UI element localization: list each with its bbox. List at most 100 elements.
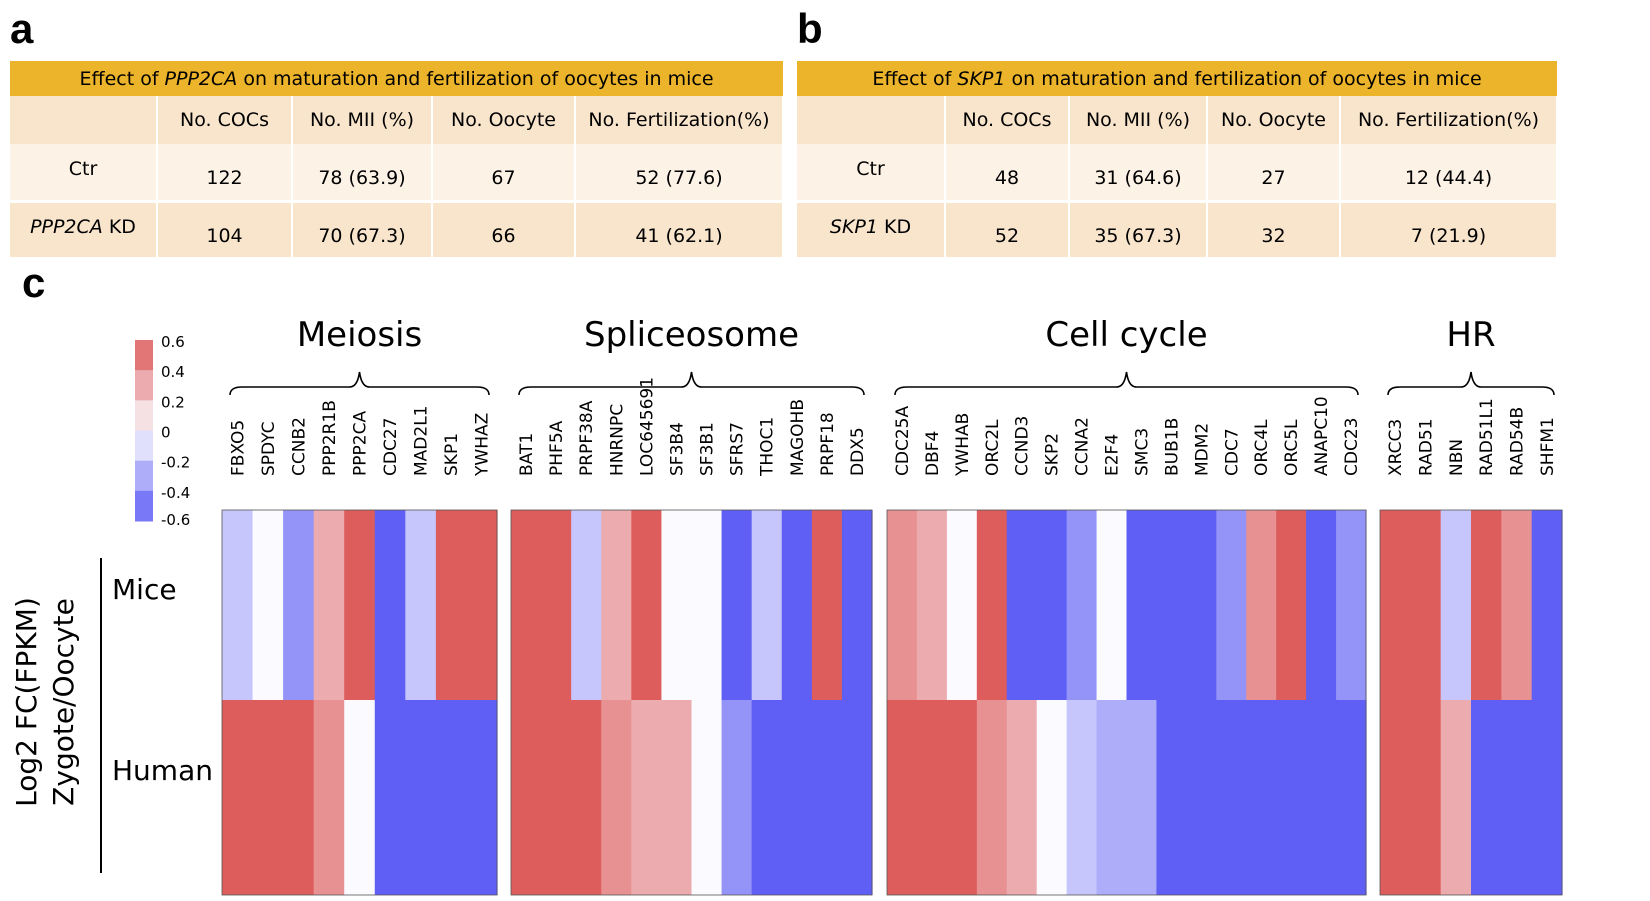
gene-label: CCNB2 bbox=[289, 417, 309, 476]
column-header: No. Oocyte bbox=[432, 96, 576, 144]
heatmap-cell-human bbox=[374, 700, 406, 895]
heatmap-cell-mice bbox=[1186, 510, 1217, 701]
heatmap-cell-mice bbox=[1440, 510, 1472, 701]
table-cell: 35 (67.3) bbox=[1069, 203, 1208, 257]
heatmap-cell-human bbox=[1246, 700, 1277, 895]
heatmap-cell-human bbox=[1471, 700, 1502, 895]
heatmap-cell-mice bbox=[1156, 510, 1187, 701]
heatmap-cell-human bbox=[313, 700, 345, 895]
heatmap-cell-mice bbox=[631, 510, 663, 701]
row-label: Ctr bbox=[10, 144, 158, 200]
heatmap-cell-human bbox=[541, 700, 572, 895]
column-header: No. MII (%) bbox=[292, 96, 433, 144]
heatmap-cell-mice bbox=[1096, 510, 1128, 701]
heatmap-cell-mice bbox=[1336, 510, 1367, 701]
column-header: No. Fertilization(%) bbox=[1340, 96, 1559, 144]
heatmap-cell-human bbox=[661, 700, 693, 895]
heatmap-cell-mice bbox=[661, 510, 693, 701]
heatmap-cell-human bbox=[222, 700, 254, 895]
group-title: HR bbox=[1446, 315, 1495, 355]
heatmap-cell-mice bbox=[1006, 510, 1038, 701]
heatmap-cell-human bbox=[751, 700, 783, 895]
gene-label: YWHAZ bbox=[473, 413, 493, 477]
panel-a-letter: a bbox=[10, 5, 34, 52]
heatmap-cell-human bbox=[1036, 700, 1068, 895]
y-axis-label-line2: Zygote/Oocyte bbox=[47, 598, 80, 806]
heatmap-cell-human bbox=[1306, 700, 1337, 895]
row-label: PPP2CA KD bbox=[10, 203, 158, 257]
gene-label: SKP1 bbox=[442, 433, 462, 476]
heatmap-cell-mice bbox=[916, 510, 948, 701]
heatmap-cell-human bbox=[1156, 700, 1187, 895]
gene-label: PHF5A bbox=[547, 420, 567, 476]
table-row: Ctr 122 78 (63.9) 67 52 (77.6) bbox=[10, 144, 784, 200]
colorbar-segment bbox=[135, 400, 153, 431]
heatmap-cell-mice bbox=[781, 510, 813, 701]
heatmap-cell-human bbox=[721, 700, 753, 895]
table-cell: 7 (21.9) bbox=[1340, 203, 1559, 257]
gene-label: HNRNPC bbox=[607, 404, 627, 476]
colorbar-segment bbox=[135, 430, 153, 462]
heatmap-cell-mice bbox=[1246, 510, 1277, 701]
table-cell: 122 bbox=[157, 144, 293, 200]
column-header: No. COCs bbox=[945, 96, 1070, 144]
table-cell: 52 bbox=[945, 203, 1070, 257]
gene-label: CCND3 bbox=[1013, 416, 1033, 476]
heatmap-cell-human bbox=[405, 700, 437, 895]
heatmap-cell-human bbox=[1380, 700, 1411, 895]
heatmap-cell-mice bbox=[1306, 510, 1337, 701]
gene-label: PPP2CA bbox=[351, 411, 371, 476]
gene-label: SFRS7 bbox=[728, 422, 748, 476]
empty-header-cell bbox=[797, 96, 946, 144]
heatmap-cell-mice bbox=[691, 510, 723, 701]
heatmap-cell-human bbox=[841, 700, 873, 895]
table-cell: 32 bbox=[1207, 203, 1341, 257]
group-title: Spliceosome bbox=[584, 315, 799, 355]
heatmap-cell-mice bbox=[222, 510, 254, 701]
gene-label: FBXO5 bbox=[228, 420, 248, 476]
heatmap-cell-mice bbox=[976, 510, 1008, 701]
heatmap-cell-human bbox=[887, 700, 918, 895]
heatmap-cell-human bbox=[1066, 700, 1098, 895]
colorbar-segment bbox=[135, 460, 153, 492]
gene-label: BAT1 bbox=[517, 433, 537, 476]
gene-label: MDM2 bbox=[1192, 423, 1212, 476]
heatmap-cell-mice bbox=[466, 510, 498, 701]
gene-label: NBN bbox=[1447, 439, 1467, 476]
table-cell: 70 (67.3) bbox=[292, 203, 433, 257]
gene-label: SPDYC bbox=[259, 421, 279, 476]
heatmap-cell-mice bbox=[1126, 510, 1158, 701]
group-title: Meiosis bbox=[297, 315, 422, 355]
heatmap-cell-human bbox=[1096, 700, 1128, 895]
heatmap-cell-mice bbox=[751, 510, 783, 701]
empty-header-cell bbox=[10, 96, 158, 144]
gene-label: RAD51 bbox=[1417, 419, 1437, 476]
heatmap-cell-mice bbox=[1531, 510, 1563, 701]
heatmap-cell-human bbox=[283, 700, 315, 895]
table-header-row: No. COCs No. MII (%) No. Oocyte No. Fert… bbox=[797, 96, 1559, 144]
table-cell: 48 bbox=[945, 144, 1070, 200]
heatmap-cell-human bbox=[601, 700, 632, 895]
gene-label: CDC25A bbox=[893, 406, 913, 476]
heatmap-cell-human bbox=[466, 700, 498, 895]
gene-label: SKP2 bbox=[1043, 433, 1063, 476]
gene-label: PPP2R1B bbox=[320, 400, 340, 476]
row-label: Mice bbox=[112, 573, 177, 606]
gene-label: SF3B4 bbox=[667, 422, 687, 476]
table-a: Effect of PPP2CA on maturation and ferti… bbox=[10, 61, 784, 257]
group-brace bbox=[1387, 371, 1555, 396]
heatmap-cell-mice bbox=[283, 510, 315, 701]
panel-c-letter: c bbox=[22, 259, 46, 306]
heatmap-cell-mice bbox=[344, 510, 376, 701]
gene-label: CCNA2 bbox=[1073, 417, 1093, 476]
heatmap-cell-mice bbox=[1036, 510, 1068, 701]
table-cell: 12 (44.4) bbox=[1340, 144, 1559, 200]
heatmap-cell-mice bbox=[511, 510, 542, 701]
group-frame bbox=[510, 509, 873, 896]
heatmap-cell-human bbox=[1531, 700, 1563, 895]
heatmap-cell-mice bbox=[1276, 510, 1307, 701]
gene-label: YWHAB bbox=[953, 413, 973, 477]
heatmap-cell-mice bbox=[571, 510, 602, 701]
heatmap-cell-mice bbox=[721, 510, 753, 701]
